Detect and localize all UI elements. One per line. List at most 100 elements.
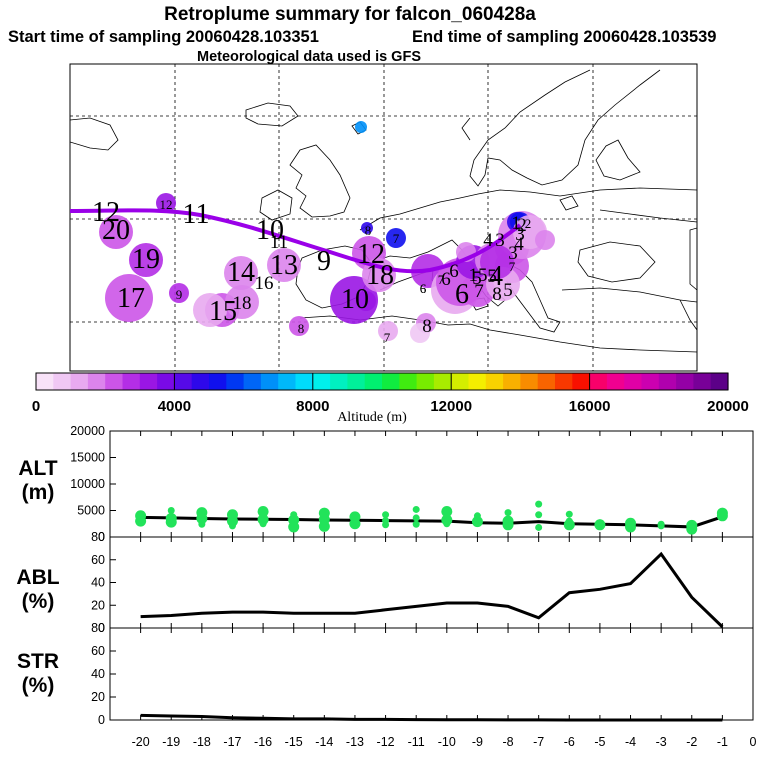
altitude-point — [471, 516, 483, 528]
plume-circle — [225, 285, 259, 319]
day-label: 18 — [233, 293, 252, 314]
x-tick-label: -6 — [564, 735, 575, 749]
y-tick-label: 20 — [91, 690, 105, 704]
altitude-point — [625, 517, 637, 529]
colorbar-swatch — [572, 373, 591, 390]
altitude-point — [167, 507, 175, 514]
plume-circle — [267, 248, 301, 282]
plume-circle — [289, 316, 309, 336]
altitude-point — [443, 520, 451, 528]
colorbar-swatch — [520, 373, 539, 390]
colorbar-swatch — [364, 373, 383, 390]
colorbar-swatch — [641, 373, 660, 390]
colorbar-tick-label: 8000 — [296, 398, 329, 415]
start-time-label: Start time of sampling 20060428.103351 — [8, 28, 319, 46]
x-tick-label: -10 — [438, 735, 456, 749]
map-gridlines — [70, 64, 697, 371]
meteo-label: Meteorological data used is GFS — [197, 49, 421, 65]
altitude-point — [412, 520, 420, 528]
colorbar-swatch — [537, 373, 556, 390]
plume-circle — [193, 293, 227, 327]
colorbar-tick-label: 12000 — [430, 398, 472, 415]
colorbar-label: Altitude (m) — [337, 410, 407, 425]
altitude-point — [382, 511, 390, 519]
day-label: 6 — [420, 281, 427, 296]
day-label: 7 — [438, 272, 445, 287]
y-tick-label: 0 — [98, 621, 105, 635]
y-tick-label: 0 — [98, 713, 105, 727]
day-label: 3 — [508, 243, 518, 264]
panel-ylabel: (%) — [22, 590, 55, 613]
x-tick-label: 0 — [750, 735, 757, 749]
colorbar-swatch — [312, 373, 331, 390]
abl-panel: 0 20 40 60 80 ABL(%) — [16, 530, 754, 635]
colorbar-swatch — [451, 373, 470, 390]
day-label: 10 — [341, 284, 369, 315]
plume-circle — [105, 274, 153, 322]
panel-ylabel: (m) — [22, 481, 55, 504]
colorbar-swatch — [36, 373, 54, 390]
colorbar-swatch — [693, 373, 712, 390]
plume-circle — [330, 276, 378, 324]
colorbar-swatch — [399, 373, 418, 390]
altitude-point — [535, 523, 543, 531]
colorbar-swatch — [139, 373, 158, 390]
day-label: 6 — [420, 281, 427, 296]
colorbar-swatch — [330, 373, 348, 390]
altitude-point — [349, 518, 361, 530]
day-label: 8 — [492, 284, 502, 305]
day-label: 2 — [525, 216, 532, 231]
x-tick-label: -20 — [132, 735, 150, 749]
x-tick-label: -5 — [594, 735, 605, 749]
altitude-point — [382, 521, 390, 529]
altitude-point — [412, 514, 420, 522]
day-label: 15 — [469, 265, 488, 286]
altitude-colorbar: 0 4000 8000 12000 16000 20000 — [32, 372, 749, 415]
day-label: 4 — [514, 234, 524, 255]
day-label: 11 — [183, 199, 210, 230]
day-label: 14 — [227, 257, 255, 288]
plume-circle — [361, 222, 373, 234]
plume-circle — [99, 215, 133, 249]
day-label: 6 — [455, 279, 469, 310]
altitude-point — [257, 506, 269, 518]
day-label: 7 — [474, 281, 484, 302]
plume-circle — [378, 321, 398, 341]
day-label: 12 — [160, 197, 173, 212]
y-tick-label: 5000 — [77, 504, 105, 518]
x-tick-label: -16 — [254, 735, 272, 749]
colorbar-swatch — [122, 373, 141, 390]
colorbar-tick-label: 20000 — [707, 398, 749, 415]
colorbar-swatch — [87, 373, 106, 390]
day-label: 5 — [503, 280, 513, 301]
colorbar-frame — [35, 372, 729, 391]
panel-frame — [109, 627, 754, 721]
day-label: 13 — [270, 250, 298, 281]
day-label: 17 — [117, 283, 145, 314]
series-line — [140, 551, 724, 628]
altitude-point — [198, 520, 206, 528]
x-tick-label: -18 — [193, 735, 211, 749]
panel-ylabel: ABL — [16, 566, 59, 589]
altitude-point — [502, 515, 514, 527]
altitude-point — [565, 510, 573, 518]
str-panel: 0 20 40 60 80 STR(%) — [17, 621, 754, 727]
day-label: 18 — [366, 260, 394, 291]
x-tick-label: -4 — [625, 735, 636, 749]
altitude-point — [412, 505, 420, 513]
plume-circle — [386, 228, 406, 248]
altitude-point — [657, 520, 665, 528]
altitude-point — [259, 520, 267, 528]
plume-centroid-trajectory — [70, 208, 522, 274]
day-label: 11 — [270, 232, 288, 253]
x-tick-label: -2 — [686, 735, 697, 749]
day-label: 5 — [472, 268, 482, 289]
day-label: 7 — [509, 259, 516, 274]
y-tick-label: 60 — [91, 644, 105, 658]
altitude-point — [686, 519, 698, 531]
x-tick-label: -9 — [472, 735, 483, 749]
colorbar-swatch — [382, 373, 400, 390]
day-label: 1 — [511, 213, 521, 234]
